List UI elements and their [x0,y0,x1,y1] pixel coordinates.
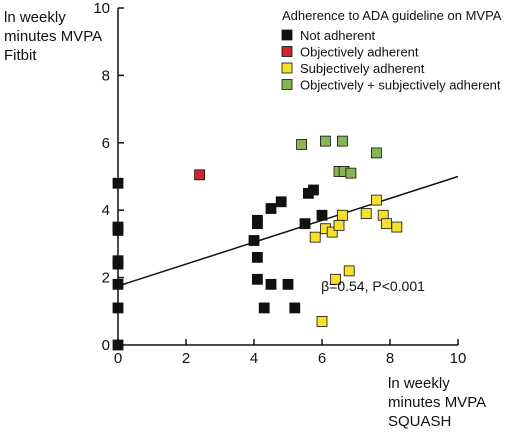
data-point-objectively-subjectively-adherent [345,167,357,179]
data-point-not-adherent [275,196,287,208]
x-tick-label: 4 [250,350,258,367]
data-point-subjectively-adherent [343,265,355,277]
data-point-not-adherent [112,278,124,290]
data-point-not-adherent [112,302,124,314]
y-tick-label: 2 [102,270,110,287]
data-point-subjectively-adherent [360,208,372,219]
data-point-objectively-subjectively-adherent [296,139,308,150]
x-tick-label: 10 [450,350,467,367]
legend-label: Objectively adherent [300,45,419,60]
data-point-not-adherent [248,235,260,246]
data-point-not-adherent [316,209,328,221]
data-point-subjectively-adherent [326,226,338,238]
x-tick-label: 0 [114,350,122,367]
y-tick-label: 8 [102,67,110,84]
y-tick-label: 0 [102,337,110,354]
x-tick-label: 6 [318,350,326,367]
legend-label: Subjectively adherent [300,61,425,76]
data-point-objectively-subjectively-adherent [336,135,348,147]
x-tick-label: 8 [386,350,394,367]
legend-swatch [281,46,293,57]
data-point-not-adherent [258,302,270,314]
regression-line [117,175,459,287]
data-point-subjectively-adherent [309,231,321,243]
data-point-not-adherent [289,302,301,314]
legend-swatch [281,79,293,90]
data-point-not-adherent [112,255,124,267]
stat-annotation: β=0.54, P<0.001 [321,278,425,294]
data-point-not-adherent [282,278,294,290]
y-tick-label: 10 [93,0,110,17]
data-point-not-adherent [251,273,263,285]
data-point-not-adherent [308,184,319,196]
data-point-subjectively-adherent [333,219,345,231]
legend-swatch [281,29,293,41]
x-axis-label-line: minutes MVPA [388,394,487,411]
legend-swatch [281,62,293,74]
data-point-not-adherent [112,177,124,189]
data-point-not-adherent [112,339,124,351]
legend-label: Objectively + subjectively adherent [300,78,501,93]
legend-label: Not adherent [300,28,376,43]
y-tick-label: 4 [102,202,110,219]
data-point-subjectively-adherent [381,218,393,230]
y-axis-label-line: Fitbit [4,47,37,64]
data-point-subjectively-adherent [330,273,342,285]
data-point-not-adherent [251,251,263,263]
data-point-objectively-subjectively-adherent [370,147,382,159]
data-point-subjectively-adherent [336,209,348,221]
y-axis-label-line: ln weekly [4,9,66,26]
y-axis-label: ln weekly minutes MVPA Fitbit [4,8,114,65]
legend-title: Adherence to ADA guideline on MVPA [282,8,502,23]
y-axis-label-line: minutes MVPA [4,28,103,45]
x-tick-label: 2 [182,350,190,367]
x-axis-label: ln weekly minutes MVPA SQUASH [388,374,508,431]
y-tick-label: 6 [102,135,110,152]
data-point-not-adherent [265,203,277,214]
data-point-objectively-subjectively-adherent [319,135,331,147]
data-point-subjectively-adherent [391,221,403,233]
data-point-not-adherent [112,221,124,233]
data-point-subjectively-adherent [316,316,328,327]
data-point-not-adherent [299,218,311,230]
data-point-not-adherent [265,278,277,290]
data-point-not-adherent [251,214,263,226]
data-point-subjectively-adherent [370,194,382,206]
data-point-objectively-adherent [194,169,206,181]
x-axis-label-line: SQUASH [388,413,452,430]
x-axis-label-line: ln weekly [388,375,450,392]
